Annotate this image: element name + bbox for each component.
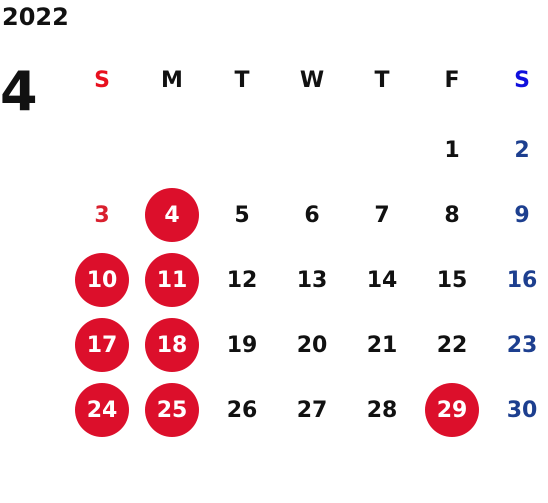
day-cell[interactable]: 23 <box>506 332 538 358</box>
day-cell[interactable]: 2 <box>514 137 530 163</box>
weekday-header: T <box>374 67 390 93</box>
day-cell[interactable]: 10 <box>75 253 129 307</box>
weekday-header: T <box>234 67 250 93</box>
day-cell[interactable]: 5 <box>234 202 250 228</box>
day-cell[interactable]: 12 <box>226 267 258 293</box>
day-cell[interactable]: 27 <box>296 397 328 423</box>
day-cell[interactable]: 25 <box>145 383 199 437</box>
day-cell[interactable]: 26 <box>226 397 258 423</box>
day-cell[interactable]: 19 <box>226 332 258 358</box>
day-cell[interactable]: 8 <box>444 202 460 228</box>
day-cell[interactable]: 15 <box>436 267 468 293</box>
day-cell[interactable]: 30 <box>506 397 538 423</box>
weekday-header: S <box>514 67 530 93</box>
day-cell[interactable]: 16 <box>506 267 538 293</box>
weekday-header: S <box>94 67 110 93</box>
day-cell[interactable]: 3 <box>94 202 110 228</box>
day-cell[interactable]: 20 <box>296 332 328 358</box>
day-cell[interactable]: 22 <box>436 332 468 358</box>
day-cell[interactable]: 11 <box>145 253 199 307</box>
day-cell[interactable]: 24 <box>75 383 129 437</box>
day-cell[interactable]: 14 <box>366 267 398 293</box>
day-cell[interactable]: 21 <box>366 332 398 358</box>
day-cell[interactable]: 1 <box>444 137 460 163</box>
weekday-header: W <box>299 67 325 93</box>
day-cell[interactable]: 29 <box>425 383 479 437</box>
day-cell[interactable]: 13 <box>296 267 328 293</box>
year-label: 2022 <box>2 3 69 31</box>
weekday-header: F <box>444 67 460 93</box>
month-label: 4 <box>0 60 38 123</box>
day-cell[interactable]: 4 <box>145 188 199 242</box>
day-cell[interactable]: 18 <box>145 318 199 372</box>
day-cell[interactable]: 7 <box>374 202 390 228</box>
day-cell[interactable]: 17 <box>75 318 129 372</box>
day-cell[interactable]: 28 <box>366 397 398 423</box>
day-cell[interactable]: 6 <box>304 202 320 228</box>
day-cell[interactable]: 9 <box>514 202 530 228</box>
weekday-header: M <box>161 67 183 93</box>
